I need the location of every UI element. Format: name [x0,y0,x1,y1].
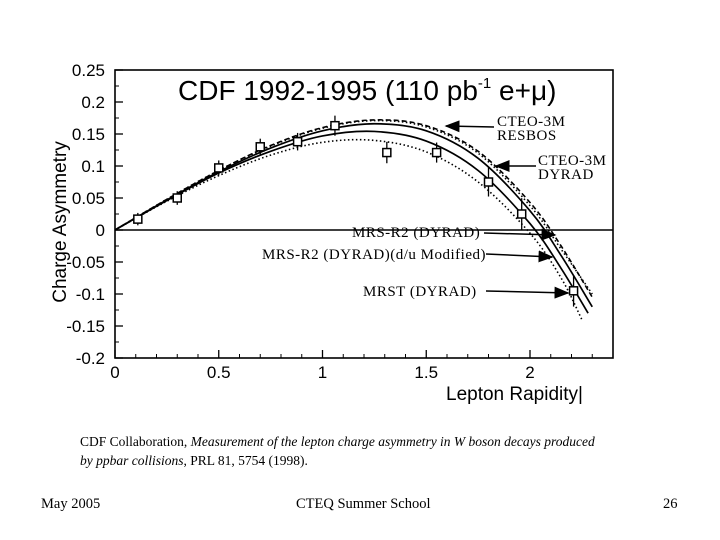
point-marker [382,147,392,158]
anno-mrs-r2: MRS-R2 (DYRAD) [352,225,480,241]
chart-title-tail: e+μ) [491,75,556,106]
y-axis-title: Charge Asymmetry [50,141,71,303]
series-line-3 [114,122,593,308]
point-marker [214,163,224,173]
citation: CDF Collaboration, Measurement of the le… [80,432,600,470]
data-point [330,115,340,136]
data-point [172,191,182,205]
x-tick-label: 0.5 [207,363,231,382]
citation-prefix: CDF Collaboration, [80,434,191,449]
x-tick-label: 0 [110,363,119,382]
point-marker [133,214,143,224]
x-tick-label: 2 [525,363,534,382]
citation-suffix: , PRL 81, 5754 (1998). [183,453,308,468]
anno-mrst: MRST (DYRAD) [363,284,477,300]
series-line-2 [114,119,593,295]
anno-cteq-dyrad-1: CTEO-3M [538,153,607,169]
chart-title: CDF 1992-1995 (110 pb-1 e+μ) [178,75,556,106]
y-tick-label: -0.05 [66,253,105,272]
series-line-1 [114,119,593,298]
point-marker [516,209,527,219]
footer-event: CTEQ Summer School [296,496,431,512]
point-marker [568,286,579,296]
y-tick-label: 0.1 [81,157,105,176]
series-line-5 [114,138,583,320]
anno-cteq-resbos-1: CTEO-3M [497,114,566,130]
point-marker [255,142,265,152]
footer-page: 26 [663,496,678,512]
data-point [568,275,579,307]
y-tick-label: -0.15 [66,317,105,336]
point-marker [172,193,182,203]
y-tick-label: 0.05 [72,189,105,208]
data-point [382,141,392,164]
point-marker [483,177,494,187]
data-point [431,142,442,163]
anno-cteq-resbos-2: RESBOS [497,128,557,144]
data-point [214,160,224,176]
data-point [292,132,303,151]
point-marker [330,120,340,131]
footer-date: May 2005 [41,496,101,512]
x-axis-title: Lepton Rapidity| [446,384,583,405]
anno-cteq-dyrad-2: DYRAD [538,167,594,183]
point-marker [292,136,303,147]
data-point [133,212,143,226]
chart-title-main: CDF 1992-1995 (110 pb [178,75,478,106]
y-tick-label: 0.15 [72,125,105,144]
x-tick-label: 1.5 [414,363,438,382]
x-axis-ticks: 0 0.5 1 1.5 2 [110,350,593,382]
y-tick-label: 0 [96,221,105,240]
data-point [516,198,527,230]
data-point [483,167,494,197]
x-tick-label: 1 [318,363,327,382]
y-axis-ticks: 0.25 0.2 0.15 0.1 0.05 0 -0.05 -0.1 -0.15 -0.2 [66,61,123,368]
arrow-cteq-resbos [444,120,495,133]
arrow-mrs-r2-mod [485,250,554,263]
data-point [255,138,265,155]
y-tick-label: -0.2 [76,349,105,368]
arrow-mrs-r2 [483,228,557,241]
theory-curves [114,119,593,320]
chart-title-sup: -1 [478,75,491,92]
y-tick-label: -0.1 [76,285,105,304]
series-line-4 [114,130,589,314]
data-points [133,115,579,307]
anno-mrs-r2-mod: MRS-R2 (DYRAD)(d/u Modified) [262,247,486,263]
citation-title: Measurement of the lepton charge asymmet… [80,434,595,468]
point-marker [431,147,442,158]
y-tick-label: 0.2 [81,93,105,112]
y-tick-label: 0.25 [72,61,105,80]
arrow-mrst [485,286,570,299]
